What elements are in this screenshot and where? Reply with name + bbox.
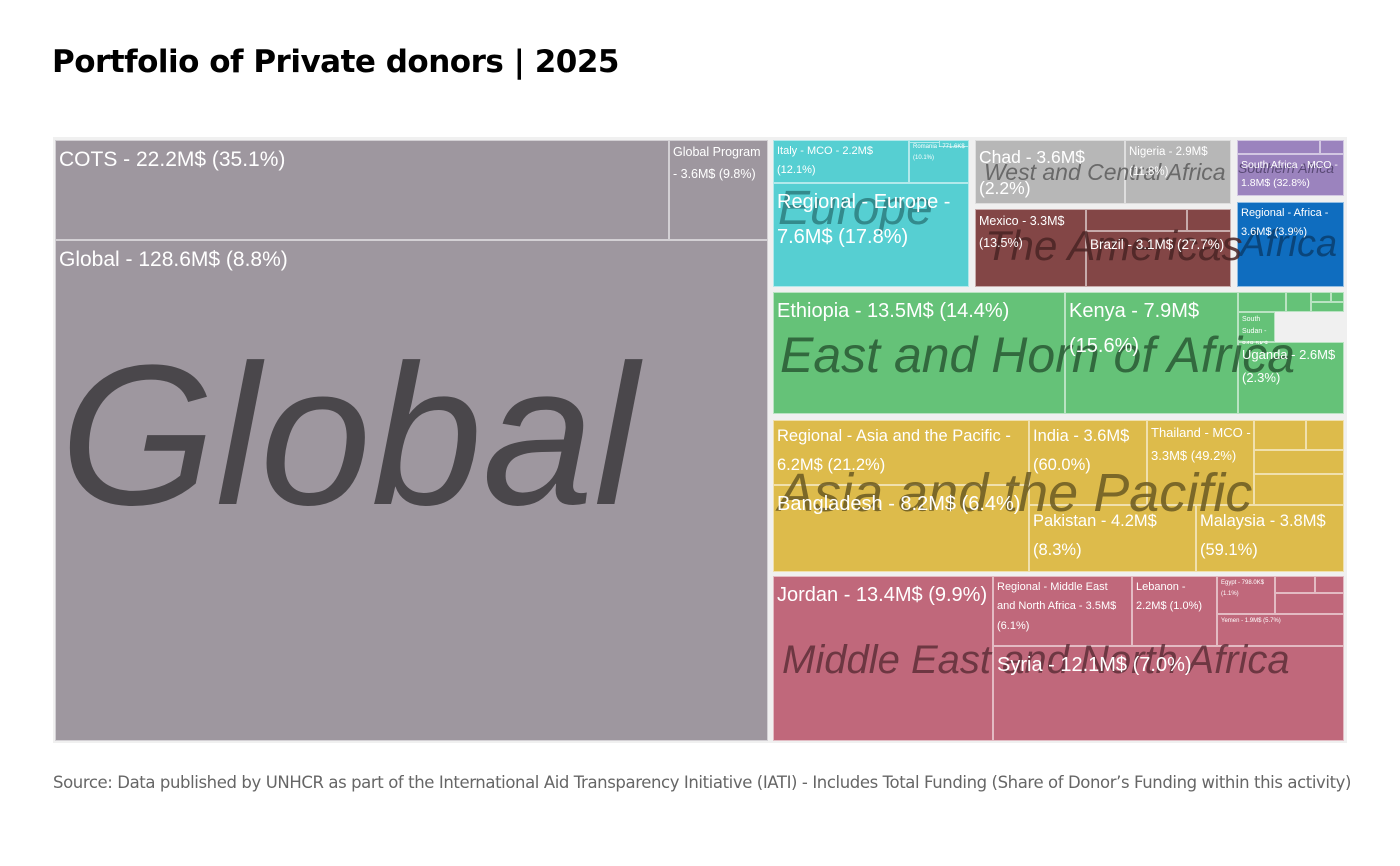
treemap-cell-brazil [1086,231,1231,287]
cell-label: Global - 128.6M$ (8.8%) [59,248,288,271]
treemap-cell-thailand [1147,420,1254,505]
treemap-cell-italy [773,140,909,183]
cell-label: Italy - MCO - 2.2M$ (12.1%) [777,145,873,177]
treemap-cell-yemen [1217,614,1344,646]
treemap-cell-mexico [975,209,1086,287]
treemap-cell-uganda [1238,342,1344,414]
treemap-cell-malaysia [1196,505,1344,572]
treemap-cell-asia-and-the-pacific-minor-30 [1254,420,1306,450]
treemap-cell-jordan [773,576,993,741]
treemap-cell-syria [993,646,1344,741]
source-note: Source: Data published by UNHCR as part … [53,773,1352,792]
treemap-cell-east-and-horn-of-africa-minor-22 [1311,292,1331,302]
treemap-cell-regional [993,576,1132,646]
treemap-cell-kenya [1065,292,1238,414]
cell-label: Mexico - 3.3M$ (13.5%) [979,214,1065,250]
treemap-cell-nigeria [1125,140,1231,204]
treemap-cell-ethiopia [773,292,1065,414]
treemap-cell-bangladesh [773,485,1029,572]
treemap-cell-india [1029,420,1147,505]
treemap-cell-middle-east-and-north-africa-minor-43 [1275,593,1344,614]
treemap-cell-asia-and-the-pacific-minor-32 [1254,450,1344,474]
cell-label: Thailand - MCO - 3.3M$ (49.2%) [1151,425,1251,463]
cell-label: Nigeria - 2.9M$ (11.8%) [1129,146,1208,179]
treemap-cell-east-and-horn-of-africa-minor-21 [1286,292,1311,312]
cell-label: Syria - 12.1M$ (7.0%) [997,654,1192,676]
treemap-cell-south-africa [1237,154,1344,196]
treemap-cell-east-and-horn-of-africa-minor-23 [1331,292,1344,302]
cell-label: Malaysia - 3.8M$ (59.1%) [1200,512,1326,559]
cell-label: Egypt - 798.0K$ (1.1%) [1221,580,1265,597]
treemap-cell-east-and-horn-of-africa-minor-24 [1311,302,1344,312]
treemap-cell-southern-africa-minor-11 [1320,140,1344,154]
cell-label: South Sudan - 848.5K$ (0.8%) [1242,316,1269,344]
cell-label: Uganda - 2.6M$ (2.3%) [1242,347,1336,385]
cell-label: Regional - Asia and the Pacific - 6.2M$ … [777,427,1011,474]
cell-label: South Africa - MCO - 1.8M$ (32.8%) [1241,159,1338,190]
cell-label: COTS - 22.2M$ (35.1%) [59,148,286,171]
treemap-cell-romania [909,140,969,183]
chart-title: Portfolio of Private donors | 2025 [52,44,620,80]
cell-label: India - 3.6M$ (60.0%) [1033,427,1130,474]
treemap-cell-the-americas-minor-14 [1086,209,1187,231]
cell-label: Romania - 771.6K$ (10.1%) [913,144,965,161]
cell-label: Brazil - 3.1M$ (27.7%) [1090,237,1225,252]
cell-label: Kenya - 7.9M$ (15.6%) [1069,300,1200,357]
treemap-cell-global [55,240,768,741]
treemap-cell-regional [773,183,969,287]
cell-label: Regional - Europe - 7.6M$ (17.8%) [777,191,951,248]
cell-label: Regional - Middle East and North Africa … [997,581,1117,632]
treemap-cell-regional [773,420,1029,485]
treemap-cell-global-program [669,140,768,240]
treemap-cell-asia-and-the-pacific-minor-31 [1306,420,1344,450]
treemap-cell-east-and-horn-of-africa-minor-20 [1238,292,1286,312]
cell-label: Jordan - 13.4M$ (9.9%) [777,584,988,606]
treemap-cell-middle-east-and-north-africa-minor-42 [1315,576,1344,593]
treemap-chart: Global Europe West and Central Africa South… [53,137,1347,743]
cell-label: Chad - 3.6M$ (2.2%) [979,147,1086,198]
cell-label: Pakistan - 4.2M$ (8.3%) [1033,512,1157,559]
cell-label: Yemen - 1.9M$ (5.7%) [1221,618,1281,624]
cell-label: Global Program - 3.6M$ (9.8%) [673,145,761,181]
treemap-cell-middle-east-and-north-africa-minor-41 [1275,576,1315,593]
treemap-cell-lebanon [1132,576,1217,646]
treemap-cell-the-americas-minor-15 [1187,209,1231,231]
cell-label: Bangladesh - 8.2M$ (6.4%) [777,493,1021,515]
treemap-cell-southern-africa-minor-10 [1237,140,1320,154]
treemap-cell-chad [975,140,1125,204]
treemap-cell-europe-minor-6 [939,140,969,147]
cell-label: Regional - Africa - 3.6M$ (3.9%) [1241,207,1329,239]
treemap-cell-asia-and-the-pacific-minor-33 [1254,474,1344,505]
treemap-cell-south-sudan [1238,312,1275,342]
treemap-cell-regional [1237,202,1344,287]
treemap-cell-egypt [1217,576,1275,614]
cell-label: Lebanon - 2.2M$ (1.0%) [1136,581,1203,613]
treemap-cell-pakistan [1029,505,1196,572]
cell-label: Ethiopia - 13.5M$ (14.4%) [777,300,1010,322]
treemap-cell-cots [55,140,669,240]
